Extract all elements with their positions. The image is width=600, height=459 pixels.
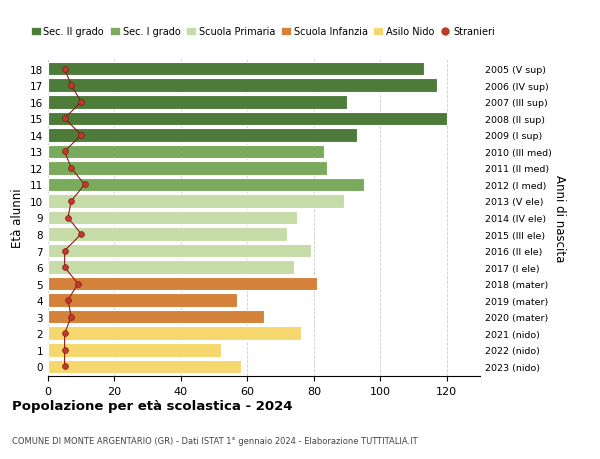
Bar xyxy=(48,178,364,192)
Bar xyxy=(48,310,264,324)
Bar xyxy=(48,327,301,340)
Bar xyxy=(48,96,347,109)
Point xyxy=(60,264,70,271)
Point xyxy=(60,66,70,73)
Point xyxy=(60,115,70,123)
Bar xyxy=(48,195,344,208)
Legend: Sec. II grado, Sec. I grado, Scuola Primaria, Scuola Infanzia, Asilo Nido, Stran: Sec. II grado, Sec. I grado, Scuola Prim… xyxy=(27,23,499,41)
Y-axis label: Anni di nascita: Anni di nascita xyxy=(553,174,566,262)
Bar xyxy=(48,343,221,357)
Text: Popolazione per età scolastica - 2024: Popolazione per età scolastica - 2024 xyxy=(12,399,293,412)
Point xyxy=(76,99,86,106)
Point xyxy=(60,330,70,337)
Bar xyxy=(48,261,294,274)
Point xyxy=(73,280,83,288)
Bar xyxy=(48,244,311,258)
Bar xyxy=(48,211,297,225)
Point xyxy=(60,148,70,156)
Bar xyxy=(48,228,287,241)
Point xyxy=(63,214,73,222)
Bar xyxy=(48,129,357,142)
Bar xyxy=(48,79,437,93)
Point xyxy=(76,231,86,238)
Point xyxy=(60,247,70,255)
Point xyxy=(67,198,76,205)
Point xyxy=(76,132,86,139)
Point xyxy=(67,83,76,90)
Point xyxy=(67,313,76,321)
Bar xyxy=(48,112,447,126)
Bar xyxy=(48,162,327,175)
Point xyxy=(67,165,76,172)
Bar xyxy=(48,277,317,291)
Bar xyxy=(48,146,324,159)
Text: COMUNE DI MONTE ARGENTARIO (GR) - Dati ISTAT 1° gennaio 2024 - Elaborazione TUTT: COMUNE DI MONTE ARGENTARIO (GR) - Dati I… xyxy=(12,436,418,445)
Bar xyxy=(48,294,238,307)
Point xyxy=(63,297,73,304)
Point xyxy=(80,181,89,189)
Y-axis label: Età alunni: Età alunni xyxy=(11,188,25,248)
Point xyxy=(60,363,70,370)
Bar xyxy=(48,63,424,76)
Bar xyxy=(48,360,241,373)
Point xyxy=(60,346,70,353)
